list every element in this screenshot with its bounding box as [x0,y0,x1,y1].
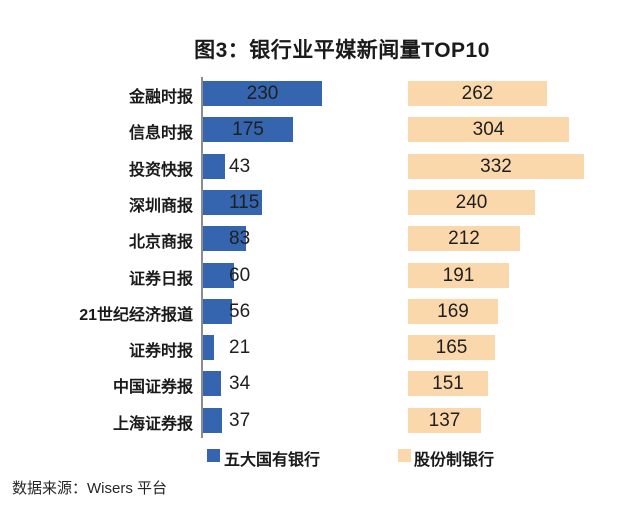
bar-joint-stock-banks [408,371,488,396]
bar-state-banks [203,335,214,360]
bar-state-banks [203,299,232,324]
value-label-joint-stock-banks: 240 [455,192,488,213]
value-label-state-banks: 60 [229,265,251,286]
value-label-state-banks: 175 [232,119,264,140]
legend-swatch-state-banks [207,449,220,462]
data-source-note: 数据来源：Wisers 平台 [12,480,167,497]
value-label-joint-stock-banks: 262 [461,83,494,104]
value-label-state-banks: 21 [229,337,251,358]
bar-joint-stock-banks [408,335,495,360]
category-label: 信息时报 [128,125,193,142]
bar-joint-stock-banks [408,299,498,324]
category-label: 中国证券报 [112,379,193,396]
chart-title: 图3：银行业平媒新闻量TOP10 [194,39,490,62]
category-label: 证券日报 [128,271,193,288]
value-label-state-banks: 56 [229,301,251,322]
bar-joint-stock-banks [408,81,547,106]
value-label-state-banks: 230 [246,83,279,104]
bar-state-banks [203,154,225,179]
bar-joint-stock-banks [408,263,509,288]
category-label: 北京商报 [128,234,193,251]
bar-joint-stock-banks [408,117,569,142]
category-label: 上海证券报 [112,416,193,433]
value-label-joint-stock-banks: 191 [442,265,475,286]
bar-state-banks [203,226,246,251]
category-label: 金融时报 [128,89,193,106]
value-label-state-banks: 37 [229,410,251,431]
value-label-state-banks: 115 [229,192,260,213]
bar-state-banks [203,371,221,396]
bar-joint-stock-banks [408,154,584,179]
category-label: 深圳商报 [128,198,193,215]
value-label-joint-stock-banks: 304 [472,119,505,140]
value-label-state-banks: 83 [229,228,251,249]
y-axis-line [201,77,203,438]
value-label-joint-stock-banks: 165 [435,337,468,358]
value-label-joint-stock-banks: 212 [448,228,480,249]
value-label-state-banks: 43 [229,156,251,177]
bar-joint-stock-banks [408,408,481,433]
bar-state-banks [203,81,322,106]
legend-swatch-joint-stock-banks [398,449,411,462]
category-label: 投资快报 [128,162,193,179]
bar-joint-stock-banks [408,226,520,251]
bar-state-banks [203,117,293,142]
value-label-joint-stock-banks: 151 [432,373,464,394]
value-label-joint-stock-banks: 137 [428,410,461,431]
bar-state-banks [203,190,262,215]
bar-joint-stock-banks [408,190,535,215]
bar-state-banks [203,263,234,288]
value-label-joint-stock-banks: 332 [480,156,512,177]
legend-label-state-banks: 五大国有银行 [224,452,321,469]
legend-label-joint-stock-banks: 股份制银行 [414,452,495,469]
value-label-joint-stock-banks: 169 [437,301,469,322]
bar-state-banks [203,408,222,433]
chart-legend: 五大国有银行 股份制银行 [0,444,630,469]
category-label: 21世纪经济报道 [79,307,193,324]
value-label-state-banks: 34 [229,373,251,394]
category-label: 证券时报 [128,343,193,360]
